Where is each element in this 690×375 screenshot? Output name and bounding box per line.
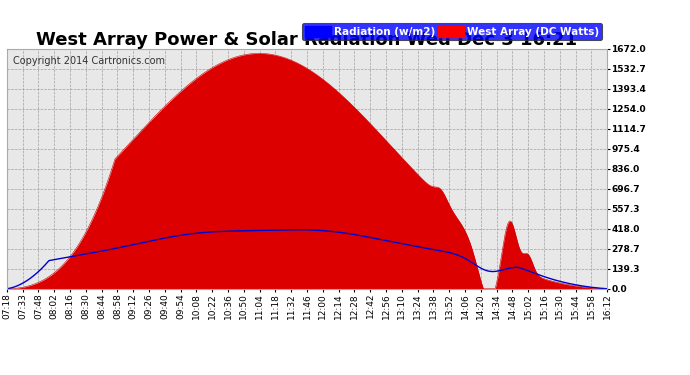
Text: Copyright 2014 Cartronics.com: Copyright 2014 Cartronics.com <box>13 56 165 66</box>
Title: West Array Power & Solar Radiation Wed Dec 3 16:21: West Array Power & Solar Radiation Wed D… <box>37 31 578 49</box>
Legend: Radiation (w/m2), West Array (DC Watts): Radiation (w/m2), West Array (DC Watts) <box>302 23 602 40</box>
